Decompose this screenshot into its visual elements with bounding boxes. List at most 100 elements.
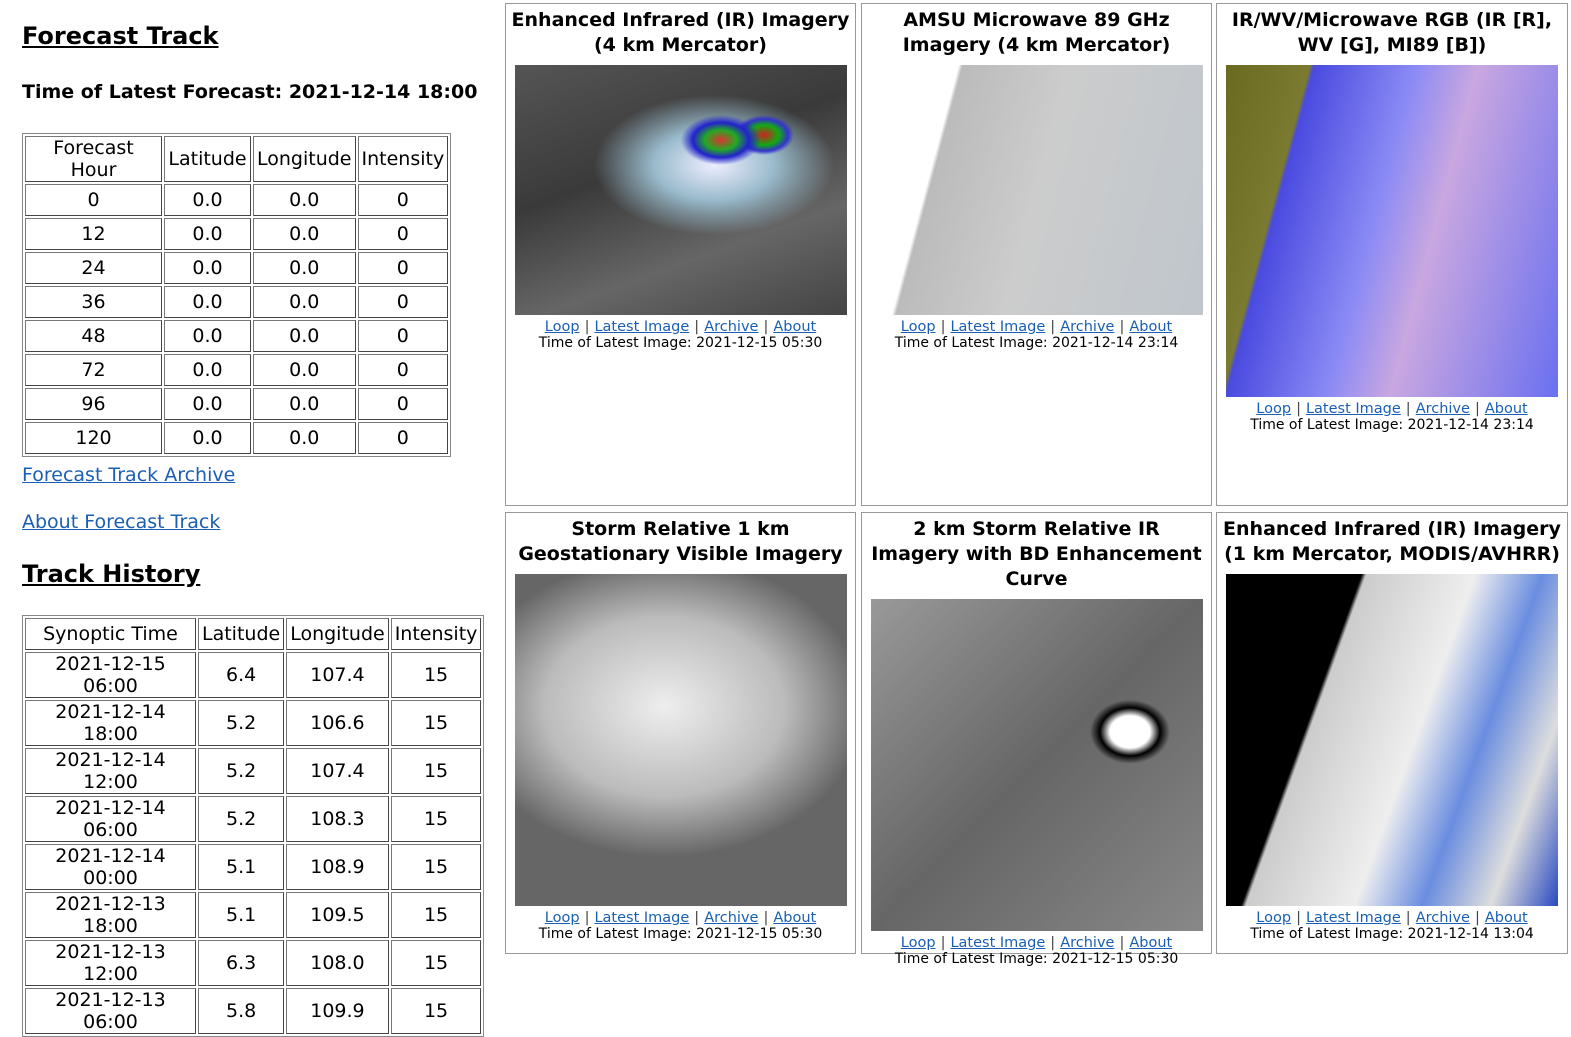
image-link[interactable]: Loop bbox=[1256, 401, 1292, 417]
image-link[interactable]: Archive bbox=[1415, 910, 1470, 926]
table-cell: 107.4 bbox=[286, 748, 389, 794]
separator: | bbox=[1119, 319, 1125, 335]
table-cell: 12 bbox=[25, 218, 162, 250]
table-row: 2021-12-13 18:00 5.1 109.5 15 bbox=[25, 892, 482, 938]
image-link[interactable]: Loop bbox=[544, 319, 580, 335]
table-cell: 5.1 bbox=[198, 892, 285, 938]
image-link[interactable]: About bbox=[1484, 910, 1528, 926]
table-cell: 0.0 bbox=[164, 252, 251, 284]
table-cell: 15 bbox=[390, 988, 482, 1034]
column-header: Longitude bbox=[286, 618, 389, 650]
table-cell: 6.3 bbox=[198, 940, 285, 986]
forecast-table: Forecast Hour Latitude Longitude Intensity 0… bbox=[22, 133, 452, 457]
table-cell: 2021-12-13 12:00 bbox=[25, 940, 196, 986]
table-cell: 2021-12-15 06:00 bbox=[25, 652, 196, 698]
image-link[interactable]: Latest Image bbox=[1305, 910, 1401, 926]
image-time: Time of Latest Image: 2021-12-14 23:14 bbox=[1250, 417, 1534, 433]
image-link[interactable]: Archive bbox=[704, 319, 759, 335]
table-cell: 0 bbox=[357, 354, 449, 386]
table-cell: 0.0 bbox=[164, 286, 251, 318]
image-link[interactable]: Latest Image bbox=[950, 319, 1046, 335]
satellite-image bbox=[870, 65, 1203, 315]
link[interactable]: Forecast Track Archive bbox=[22, 464, 236, 486]
table-cell: 6.4 bbox=[198, 652, 285, 698]
table-cell: 48 bbox=[25, 320, 162, 352]
table-cell: 0.0 bbox=[253, 218, 356, 250]
image-link[interactable]: Latest Image bbox=[594, 910, 690, 926]
table-cell: 15 bbox=[390, 796, 482, 842]
table-row: 24 0.0 0.0 0 bbox=[25, 252, 449, 284]
table-cell: 109.5 bbox=[286, 892, 389, 938]
table-row: 0 0.0 0.0 0 bbox=[25, 184, 449, 216]
table-cell: 0.0 bbox=[253, 286, 356, 318]
imagery-panel: Enhanced Infrared (IR) Imagery (1 km Mer… bbox=[1216, 512, 1568, 954]
image-link[interactable]: Loop bbox=[900, 319, 936, 335]
panel-title: AMSU Microwave 89 GHz Imagery (4 km Merc… bbox=[902, 9, 1171, 56]
latest-forecast: Time of Latest Forecast: 2021-12-14 18:0… bbox=[22, 81, 478, 103]
image-link[interactable]: About bbox=[773, 319, 817, 335]
table-cell: 0 bbox=[25, 184, 162, 216]
image-link[interactable]: Latest Image bbox=[950, 935, 1046, 951]
column-header: Forecast Hour bbox=[25, 136, 162, 182]
table-cell: 0.0 bbox=[164, 354, 251, 386]
image-time: Time of Latest Image: 2021-12-14 23:14 bbox=[894, 335, 1179, 351]
panel-links: Loop | Latest Image | Archive | About bbox=[1217, 910, 1567, 926]
table-row: 2021-12-14 18:00 5.2 106.6 15 bbox=[25, 700, 482, 746]
imagery-panel: Storm Relative 1 km Geostationary Visibl… bbox=[505, 512, 856, 954]
satellite-image bbox=[1226, 574, 1558, 906]
table-row: 2021-12-15 06:00 6.4 107.4 15 bbox=[25, 652, 482, 698]
column-header: Intensity bbox=[390, 618, 482, 650]
table-row: 2021-12-14 06:00 5.2 108.3 15 bbox=[25, 796, 482, 842]
separator: | bbox=[1474, 401, 1480, 417]
panel-links: Loop | Latest Image | Archive | About bbox=[506, 910, 855, 926]
table-cell: 15 bbox=[390, 940, 482, 986]
column-header: Longitude bbox=[253, 136, 356, 182]
table-cell: 2021-12-14 12:00 bbox=[25, 748, 196, 794]
table-cell: 0 bbox=[357, 252, 449, 284]
image-link[interactable]: Archive bbox=[1060, 319, 1115, 335]
imagery-panel: AMSU Microwave 89 GHz Imagery (4 km Merc… bbox=[861, 3, 1212, 506]
history-table: Synoptic Time Latitude Longitude Intensity 2… bbox=[22, 615, 485, 1037]
panel-title: Enhanced Infrared (IR) Imagery (4 km Mer… bbox=[511, 9, 850, 56]
separator: | bbox=[1405, 401, 1411, 417]
column-header: Synoptic Time bbox=[25, 618, 196, 650]
image-link[interactable]: Archive bbox=[1060, 935, 1115, 951]
separator: | bbox=[1296, 401, 1301, 417]
table-cell: 96 bbox=[25, 388, 162, 420]
table-cell: 0.0 bbox=[253, 388, 356, 420]
table-cell: 72 bbox=[25, 354, 162, 386]
image-link[interactable]: Latest Image bbox=[1305, 401, 1401, 417]
satellite-image bbox=[514, 65, 847, 315]
image-time: Time of Latest Image: 2021-12-14 13:04 bbox=[1250, 926, 1534, 942]
table-row: 48 0.0 0.0 0 bbox=[25, 320, 449, 352]
image-time: Time of Latest Image: 2021-12-15 05:30 bbox=[538, 335, 823, 351]
table-row: 12 0.0 0.0 0 bbox=[25, 218, 449, 250]
image-link[interactable]: About bbox=[1129, 319, 1173, 335]
table-cell: 0 bbox=[357, 286, 449, 318]
image-link[interactable]: About bbox=[1129, 935, 1173, 951]
table-row: 2021-12-14 00:00 5.1 108.9 15 bbox=[25, 844, 482, 890]
image-link[interactable]: About bbox=[1484, 401, 1528, 417]
panel-links: Loop | Latest Image | Archive | About bbox=[862, 935, 1211, 951]
image-link[interactable]: Loop bbox=[544, 910, 580, 926]
separator: | bbox=[1119, 935, 1125, 951]
separator: | bbox=[763, 910, 769, 926]
table-cell: 0 bbox=[357, 422, 449, 454]
image-link[interactable]: Archive bbox=[704, 910, 759, 926]
image-link[interactable]: Archive bbox=[1415, 401, 1470, 417]
image-link[interactable]: Loop bbox=[1256, 910, 1292, 926]
table-cell: 5.8 bbox=[198, 988, 285, 1034]
link[interactable]: About Forecast Track bbox=[22, 511, 221, 533]
image-link[interactable]: About bbox=[773, 910, 817, 926]
table-cell: 5.2 bbox=[198, 796, 285, 842]
section-title: Forecast Track bbox=[22, 22, 219, 50]
header-row: Synoptic Time Latitude Longitude Intensity bbox=[25, 618, 482, 650]
table-cell: 107.4 bbox=[286, 652, 389, 698]
table-cell: 2021-12-14 00:00 bbox=[25, 844, 196, 890]
image-link[interactable]: Latest Image bbox=[594, 319, 690, 335]
table-cell: 15 bbox=[390, 844, 482, 890]
table-cell: 5.1 bbox=[198, 844, 285, 890]
column-header: Latitude bbox=[164, 136, 251, 182]
image-link[interactable]: Loop bbox=[900, 935, 936, 951]
table-cell: 0 bbox=[357, 320, 449, 352]
